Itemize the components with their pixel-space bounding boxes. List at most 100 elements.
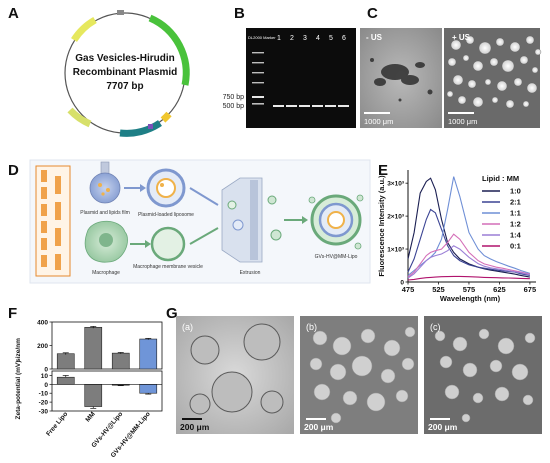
sub-label-a: (a) [182, 322, 193, 332]
gel-ladder [252, 52, 264, 105]
panel-label-g: G [166, 305, 178, 322]
sub-label-c: (c) [430, 322, 441, 332]
panel-d: D Plasmid and lipids film Plasmid-load [8, 159, 371, 284]
e-legend-item: 1:1 [510, 209, 521, 218]
tag-minus-us: - US [366, 33, 383, 42]
scale-bar-c-right [448, 112, 474, 114]
plasmid-segment-yellow-3 [160, 111, 172, 123]
f-size-bar [139, 338, 158, 370]
e-y-tick-label: 1×10³ [387, 247, 405, 254]
panel-f: F size/nm Zeta-potential (mV) 0 200 400 -30… [8, 305, 163, 459]
marker-500: 500 bp [223, 103, 245, 110]
e-x-tick-label: 475 [402, 285, 415, 294]
arrow-to-extrusion-1 [189, 187, 219, 206]
plasmid-feature-box-2 [148, 124, 153, 129]
e-series-line-0-1 [407, 275, 530, 281]
scale-bar-g-b [306, 418, 326, 420]
f-bottom-tick-label: 10 [41, 373, 49, 380]
e-y-tick-label: 3×10³ [387, 181, 405, 188]
e-legend: 1:0 2:1 1:1 1:2 1:4 0:1 [482, 187, 522, 251]
e-series-line-2-1 [407, 208, 530, 276]
e-x-ticks: 475 525 575 625 675 [402, 282, 536, 294]
lane-label-4: 4 [316, 35, 320, 42]
f-bottom-tick-label: -10 [39, 391, 49, 398]
scale-g-a: 200 μm [180, 422, 210, 432]
panel-e: E 475 525 575 625 675 0 1×10³ 2×10³ 3×10³ Wavel… [377, 162, 536, 303]
lipid-film-flask [89, 161, 121, 204]
panel-label-d: D [8, 162, 19, 179]
f-top-tick-label: 400 [37, 320, 48, 327]
lane-label-2: 2 [290, 35, 294, 42]
panel-g: G (a) 200 μm (b) 200 μm [166, 305, 542, 434]
gene-cassette-arrows [41, 170, 61, 270]
extruder [221, 177, 282, 263]
panel-label-a: A [8, 5, 19, 22]
f-ylabel-top: size/nm [15, 338, 22, 362]
plasmid-segment-teal [119, 120, 162, 137]
e-legend-title: Lipid : MM [482, 174, 519, 183]
f-bottom-frame [51, 370, 163, 412]
sem-vesicles [446, 35, 542, 109]
e-y-tick-label: 2×10³ [387, 214, 405, 221]
panel-a: A Gas Vesicles-Hirudin Recombinant Plasm… [8, 5, 190, 137]
f-category-label: MM [84, 411, 96, 424]
e-legend-item: 1:2 [510, 220, 521, 229]
liposome [146, 168, 186, 208]
e-legend-item: 2:1 [510, 198, 521, 207]
f-zeta-bar [139, 384, 158, 394]
lane-marker-label: DL2000 Marker [248, 35, 276, 40]
f-category-label: Free Lipo [45, 411, 69, 438]
panel-b: B DL2000 Marker 1 2 3 4 5 6 750 bp 500 b [223, 5, 356, 128]
lane-label-3: 3 [303, 35, 307, 42]
panel-c: C - US 1000 μm + US 1000 μm [360, 5, 542, 128]
e-y-tick-label: 0 [400, 280, 404, 287]
panel-label-e: E [378, 162, 388, 179]
label-macrophage: Macrophage [92, 270, 120, 276]
f-size-bar [111, 352, 130, 370]
gel-image [246, 28, 356, 128]
label-mm-vesicle-1: Macrophage membrane vesicle [133, 264, 203, 270]
panel-label-c: C [367, 5, 378, 22]
marker-750: 750 bp [223, 94, 245, 101]
plasmid-title-1: Gas Vesicles-Hirudin [75, 53, 175, 64]
lane-label-6: 6 [342, 35, 346, 42]
scale-bar-c-left [364, 112, 390, 114]
arrowhead-2 [145, 240, 151, 248]
e-x-tick-label: 525 [432, 285, 445, 294]
f-top-tick-label: 200 [37, 343, 48, 350]
scale-c-left: 1000 μm [364, 117, 393, 126]
scale-bar-g-c [430, 418, 450, 420]
mm-vesicle [150, 226, 186, 262]
panel-label-b: B [234, 5, 245, 22]
arrow-to-extrusion-2 [189, 227, 219, 245]
f-size-bar [56, 353, 75, 370]
arrowhead-1 [140, 184, 146, 192]
macrophage [84, 220, 128, 263]
product-particle [308, 194, 364, 250]
arrowhead-3 [302, 216, 308, 224]
label-extrusion: Extrusion [240, 270, 261, 276]
e-legend-item: 1:4 [510, 231, 522, 240]
e-legend-item: 1:0 [510, 187, 521, 196]
f-bars [52, 325, 162, 409]
scale-c-right: 1000 μm [448, 117, 477, 126]
sub-label-b: (b) [306, 322, 317, 332]
f-top-tick-label: 0 [44, 367, 48, 374]
plasmid-feature-box [117, 10, 124, 15]
scale-g-b: 200 μm [304, 422, 334, 432]
label-product: GVs-HV@MM-Lipo [315, 254, 358, 260]
tem-c-vesicles [434, 328, 536, 423]
e-x-label: Wavelength (nm) [440, 294, 501, 303]
sem-aggregates [370, 58, 433, 102]
label-liposome: Plasmid-loaded liposome [138, 212, 194, 218]
plasmid-segment-yellow-2 [67, 107, 92, 128]
e-series-group [407, 176, 531, 281]
e-x-tick-label: 675 [524, 285, 537, 294]
f-zeta-bar [84, 384, 103, 407]
f-ylabel-bottom: Zeta-potential (mV) [15, 361, 22, 420]
scale-bar-g-a [182, 418, 202, 420]
plasmid-segment-green [148, 14, 190, 86]
